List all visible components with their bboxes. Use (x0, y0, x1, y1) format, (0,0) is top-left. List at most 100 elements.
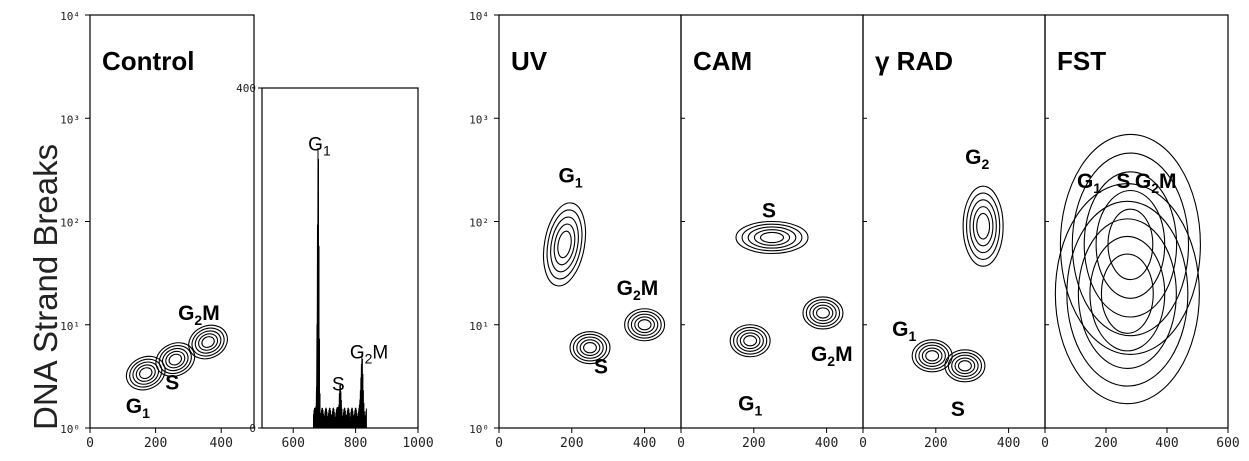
contour-line (132, 361, 160, 385)
population-label: G2M (178, 302, 220, 328)
contour-line (759, 231, 785, 244)
contour-line (198, 333, 219, 351)
contour-line (925, 350, 940, 362)
y-tick-label: 10⁰ (60, 423, 80, 436)
population-label: S (594, 356, 608, 379)
panel-title: γ RAD (875, 46, 953, 76)
panel-1: Control 0 200 400 10⁰ 10¹ 10² 10³ 10⁴ G1 S G2M (60, 10, 255, 451)
population-label: G2 (965, 146, 989, 172)
contour-line (1054, 183, 1200, 405)
contour-line (546, 209, 583, 280)
x-tick-label: 0 (86, 436, 94, 451)
population-label: G1 (1077, 170, 1101, 196)
contour-line (962, 185, 1004, 267)
contour-line (627, 310, 662, 339)
population-label: G2M (1135, 170, 1177, 196)
panel-5: γ RAD 0 200 400 G2 G1 S (859, 14, 1046, 451)
contour-line (634, 316, 655, 334)
contour-line (747, 226, 797, 249)
x-tick-label: 400 (997, 436, 1020, 451)
x-tick-label: 0 (859, 436, 867, 451)
population-label: G2M (350, 343, 388, 367)
y-tick-label: 10⁰ (469, 423, 489, 436)
contour-line (630, 313, 659, 336)
panel-title: CAM (693, 46, 752, 76)
panel-frame (89, 14, 255, 429)
panel-title: Control (102, 46, 194, 76)
contour-line (951, 354, 979, 377)
contour-line (1083, 171, 1178, 318)
contour-line (583, 342, 597, 354)
x-tick-label: 400 (633, 436, 656, 451)
contour-line (1077, 218, 1177, 370)
population-label: S (762, 199, 776, 222)
contour-line (921, 347, 943, 365)
population-label: G1 (738, 393, 762, 419)
contour-line (753, 229, 791, 246)
contour-line (161, 347, 189, 372)
contour-line (135, 364, 156, 382)
contour-line (637, 319, 652, 331)
population-label: G1 (308, 134, 331, 158)
y-tick-label: 0 (249, 422, 256, 435)
population-label: G1 (126, 395, 150, 421)
y-tick-label: 10² (469, 217, 489, 230)
contour-line (191, 327, 225, 357)
contour-line (542, 202, 587, 287)
y-tick-label: 10³ (60, 113, 80, 126)
contour-line (553, 223, 576, 266)
y-tick-label: 10⁴ (469, 10, 489, 23)
x-tick-label: 0 (495, 436, 503, 451)
contour-line (741, 223, 803, 252)
x-tick-label: 400 (209, 436, 232, 451)
contour-line (576, 336, 604, 359)
contour-line (139, 367, 153, 380)
contour-line (739, 332, 761, 350)
contour-line (557, 230, 572, 259)
contour-line (969, 199, 997, 254)
contour-line (743, 335, 758, 347)
population-label: S (1116, 170, 1130, 193)
population-label: S (165, 372, 179, 395)
contour-line (809, 301, 837, 325)
contour-line (947, 351, 983, 380)
y-tick-label: 10⁴ (60, 10, 80, 23)
contour-line (816, 307, 830, 319)
x-tick-label: 600 (281, 436, 304, 451)
contour-line (736, 329, 764, 352)
contour-line (158, 345, 192, 375)
panel-title: FST (1057, 46, 1106, 76)
x-tick-label: 200 (144, 436, 167, 451)
x-tick-label: 200 (924, 436, 947, 451)
contour-line (965, 192, 1001, 260)
contour-line (733, 326, 768, 355)
panel-4: CAM 0 200 400 S G1 G2M (677, 14, 864, 451)
panel-3: UV 0 200 400 10⁰ 10¹ 10² 10³ 10⁴ G1 S G2M (469, 10, 682, 451)
contour-line (1100, 253, 1154, 334)
panel-frame (862, 14, 1046, 429)
contour-line (812, 304, 834, 322)
contour-line (802, 296, 844, 330)
y-tick-label: 10³ (469, 113, 489, 126)
contour-line (624, 308, 666, 342)
contour-line (972, 206, 994, 247)
contour-line (165, 350, 186, 369)
contour-line (201, 336, 215, 348)
panel-6: FST 0 200 400 600 G1 S G2M (1041, 14, 1240, 451)
contour-line (168, 353, 183, 366)
contour-line (125, 355, 166, 391)
x-tick-label: 200 (560, 436, 583, 451)
contour-line (735, 220, 809, 255)
population-label: G1 (559, 164, 583, 190)
y-tick-label: 400 (236, 82, 256, 95)
x-tick-label: 800 (344, 436, 367, 451)
contour-line (188, 324, 228, 360)
contour-line (805, 299, 841, 327)
contour-line (550, 216, 579, 273)
x-tick-label: 400 (815, 436, 838, 451)
contour-line (129, 358, 163, 388)
x-tick-label: 200 (1094, 436, 1117, 451)
contour-line (572, 333, 608, 362)
contour-line (1066, 200, 1189, 387)
